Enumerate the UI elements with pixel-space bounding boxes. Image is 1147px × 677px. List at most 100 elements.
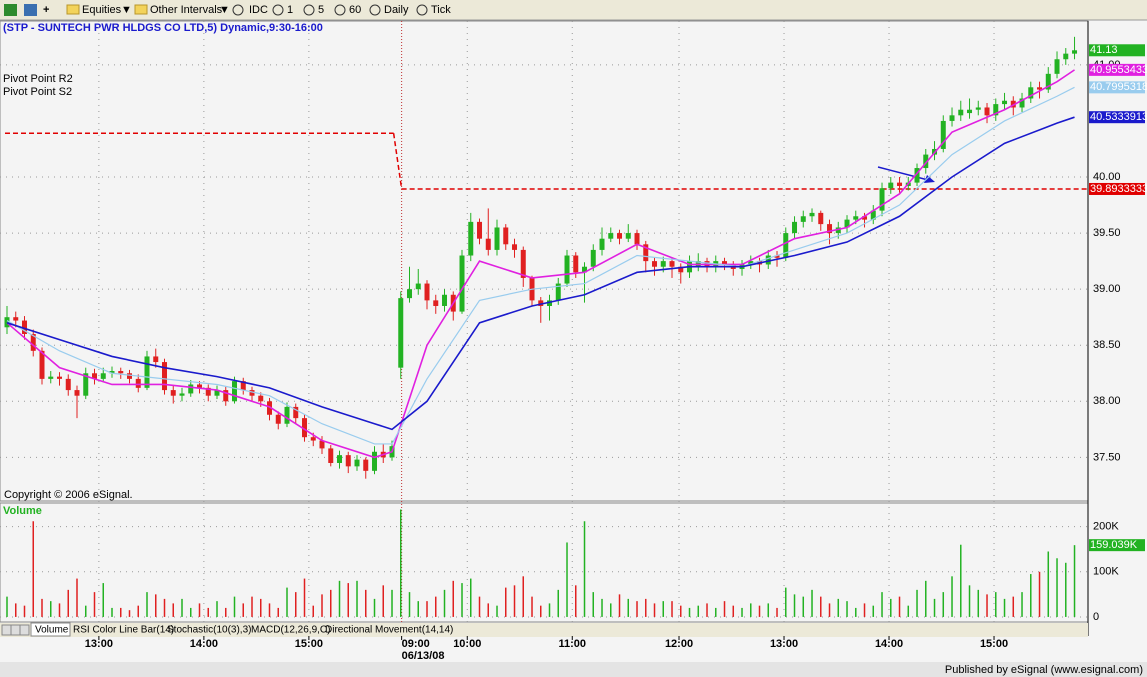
toolbar xyxy=(0,0,1147,20)
candle-body xyxy=(407,289,413,299)
symbol-icon[interactable] xyxy=(232,4,244,16)
folder-icon[interactable] xyxy=(66,4,80,15)
scroll-first[interactable] xyxy=(1,624,12,636)
candle-body xyxy=(503,227,509,245)
x-tick-label: 14:00 xyxy=(875,638,903,650)
tab-bar xyxy=(0,623,1088,637)
candle-body xyxy=(135,378,141,388)
candle-body xyxy=(109,371,115,374)
new-icon[interactable] xyxy=(24,4,37,16)
candle-body xyxy=(538,300,544,306)
candle-body xyxy=(512,244,518,250)
pivot-step xyxy=(392,133,403,190)
value-box xyxy=(1089,44,1145,57)
interval-icon[interactable] xyxy=(369,4,381,16)
tab[interactable]: MACD(12,26,9,C) xyxy=(251,625,330,636)
interval-icon[interactable] xyxy=(303,4,315,16)
candle-body xyxy=(65,378,71,391)
toolbar-interval[interactable]: Daily xyxy=(384,4,409,16)
x-tick-label: 13:00 xyxy=(770,638,798,650)
y-tick-label: 39.00 xyxy=(1093,283,1121,295)
candle-body xyxy=(888,182,894,189)
candle-body xyxy=(573,255,579,273)
tab-active[interactable] xyxy=(30,622,71,637)
candle-body xyxy=(765,255,771,265)
candle-body xyxy=(993,104,999,116)
candle-body xyxy=(205,387,211,396)
legend-entry: Pivot Point S2 xyxy=(3,86,72,98)
annotation-arrow xyxy=(877,166,935,183)
candle-body xyxy=(293,406,299,419)
tab[interactable]: Volume xyxy=(35,625,69,636)
scroll-next[interactable] xyxy=(19,624,30,636)
folder-icon[interactable] xyxy=(134,4,148,15)
moving-average xyxy=(6,86,1075,445)
candle-body xyxy=(678,266,684,273)
candle-body xyxy=(302,418,308,438)
candle-body xyxy=(722,261,728,265)
chart-icon[interactable] xyxy=(4,4,17,16)
candle-body xyxy=(1019,98,1025,108)
x-tick-label: 09:00 xyxy=(402,638,430,650)
candle-body xyxy=(809,212,815,217)
candle-body xyxy=(354,459,360,467)
candle-body xyxy=(949,115,955,121)
candle-body xyxy=(249,390,255,396)
toolbar-interval[interactable]: Tick xyxy=(431,4,451,16)
scroll-prev[interactable] xyxy=(10,624,21,636)
candle-body xyxy=(48,376,54,379)
y-tick-label: 38.50 xyxy=(1093,339,1121,351)
toolbar-interval[interactable]: 60 xyxy=(349,4,361,16)
tab[interactable]: RSI Color Line Bar(14) xyxy=(73,625,174,636)
tab[interactable]: Stochastic(10(3),3) xyxy=(167,625,251,636)
add-icon[interactable]: + xyxy=(43,4,49,16)
toolbar-interval[interactable]: 1 xyxy=(287,4,293,16)
candle-body xyxy=(967,109,973,114)
x-tick-label: 10:00 xyxy=(453,638,481,650)
candle-body xyxy=(468,221,474,256)
candle-body xyxy=(827,224,833,234)
value-label: 41.13 xyxy=(1090,44,1118,56)
candle-body xyxy=(258,395,264,402)
candle-body xyxy=(774,255,780,258)
value-box xyxy=(1089,63,1145,76)
interval-icon[interactable] xyxy=(334,4,346,16)
interval-icon[interactable] xyxy=(272,4,284,16)
candle-body xyxy=(319,440,325,449)
toolbar-interval[interactable]: 5 xyxy=(318,4,324,16)
candle-body xyxy=(792,221,798,234)
chart-title: (STP - SUNTECH PWR HLDGS CO LTD,5) Dynam… xyxy=(3,22,323,34)
candle-body xyxy=(188,384,194,394)
dropdown-arrow[interactable]: ▼ xyxy=(219,4,230,16)
candle-body xyxy=(608,233,614,239)
candle-body xyxy=(13,317,19,321)
candle-body xyxy=(940,120,946,149)
moving-average xyxy=(6,116,1075,431)
candle-body xyxy=(870,210,876,220)
toolbar-equities[interactable]: Equities xyxy=(82,4,122,16)
x-tick-label: 13:00 xyxy=(85,638,113,650)
candle-body xyxy=(398,298,404,368)
x-tick-label: 11:00 xyxy=(558,638,586,650)
interval-icon[interactable] xyxy=(416,4,428,16)
candle-body xyxy=(153,356,159,363)
toolbar-feed[interactable]: IDC xyxy=(249,4,268,16)
candle-body xyxy=(485,238,491,250)
volume-panel xyxy=(0,502,1089,623)
toolbar-intervals[interactable]: Other Intervals xyxy=(150,4,223,16)
value-label: 159.039K xyxy=(1090,539,1138,551)
candle-body xyxy=(240,381,246,391)
candle-body xyxy=(267,401,273,415)
value-label: 40.7995318 xyxy=(1090,81,1147,93)
candle-body xyxy=(923,154,929,169)
dropdown-arrow[interactable]: ▼ xyxy=(121,4,132,16)
y-tick-label: 38.00 xyxy=(1093,395,1121,407)
tab[interactable]: Directional Movement(14,14) xyxy=(325,625,453,636)
footer-bar xyxy=(0,662,1147,677)
candle-body xyxy=(197,384,203,388)
candle-body xyxy=(748,261,754,265)
candle-body xyxy=(74,390,80,396)
candle-body xyxy=(844,219,850,228)
candle-body xyxy=(590,249,596,267)
